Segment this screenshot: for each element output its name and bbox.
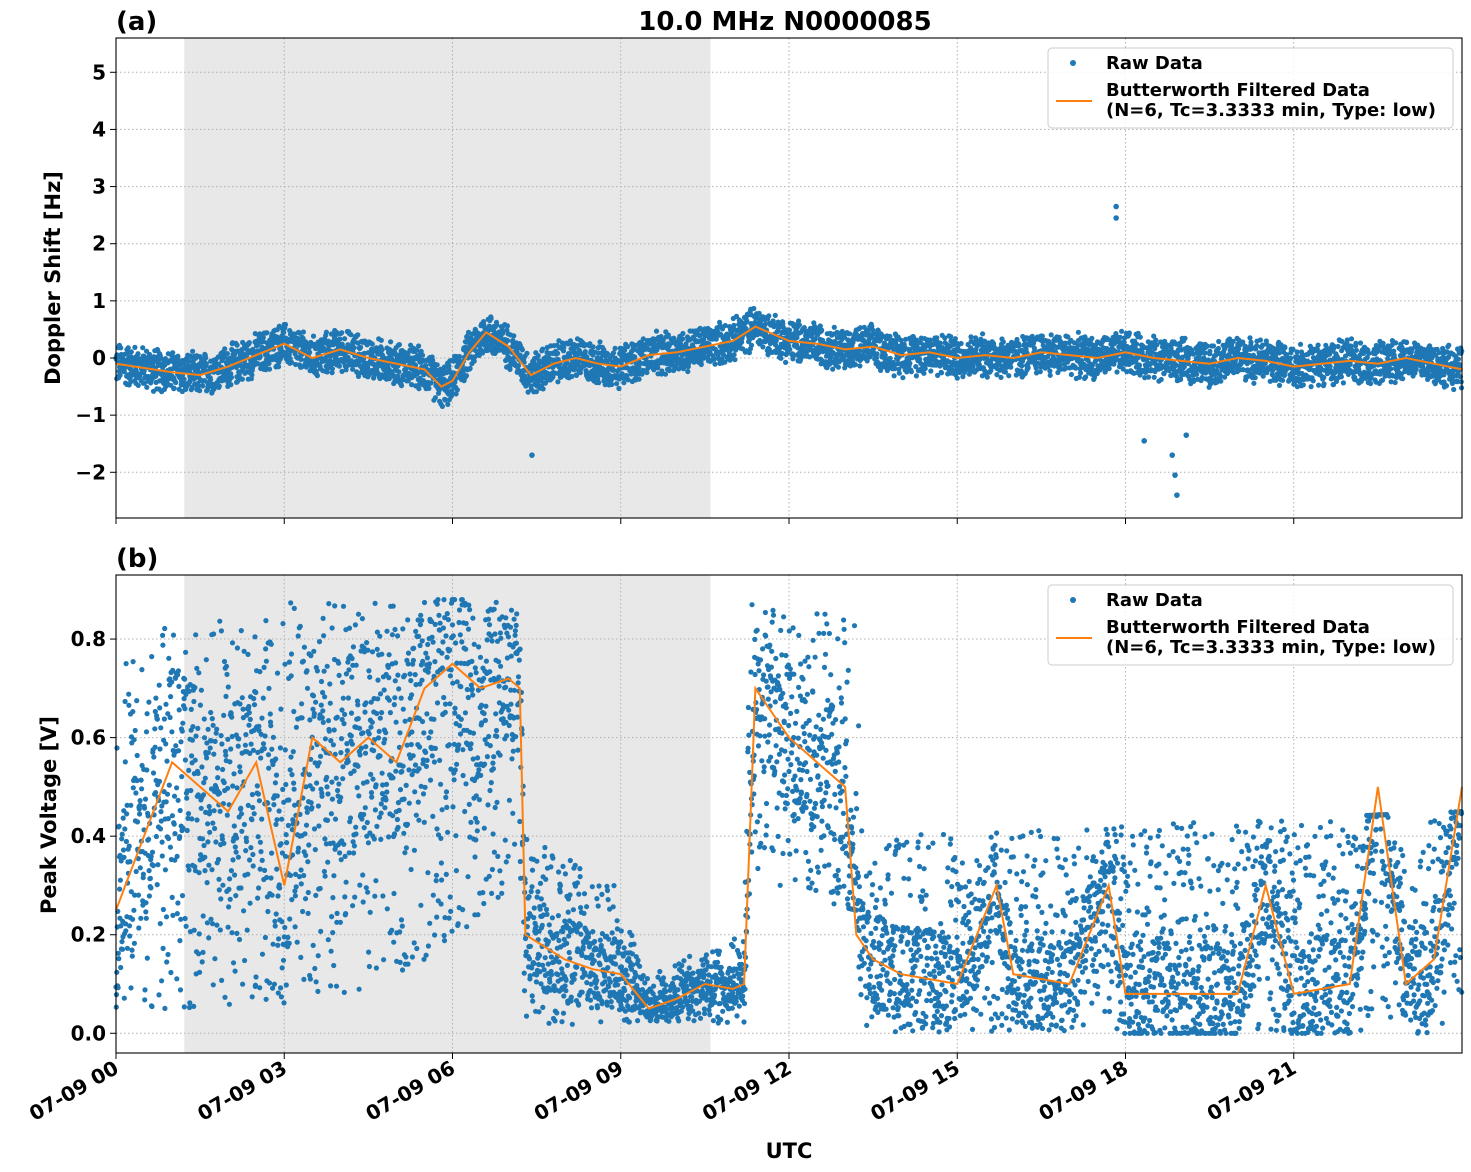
y-tick-label-a-0: −2 xyxy=(75,460,106,484)
outlier-point-6 xyxy=(1183,432,1190,438)
y-tick-label-a-3: 1 xyxy=(92,289,106,313)
y-tick-label-a-7: 5 xyxy=(92,60,106,84)
figure-title: 10.0 MHz N0000085 xyxy=(638,7,931,37)
panel-label-b: (b) xyxy=(116,544,158,574)
outlier-point-1 xyxy=(1113,215,1119,221)
panel-label-a: (a) xyxy=(116,7,157,37)
legend-raw-marker-b xyxy=(1070,597,1076,603)
x-tick-labels: 07-09 00 07-09 03 07-09 06 07-09 09 07-09 12… xyxy=(25,1056,1300,1126)
raw-data-points-b xyxy=(113,597,1465,1036)
legend-filtered-label-b-1: (N=6, Tc=3.3333 min, Type: low) xyxy=(1106,637,1436,658)
outlier-point-0 xyxy=(1113,203,1119,210)
y-tick-label-a-4: 2 xyxy=(92,232,106,256)
x-tick-label-6: 07-09 18 xyxy=(1034,1056,1132,1126)
y-tick-label-a-5: 3 xyxy=(92,175,106,199)
panel-a: −2 −1 0 1 2 3 4 5 Raw Data Butterworth Filtered D… xyxy=(75,37,1465,524)
filtered-line-a xyxy=(115,325,1463,388)
x-axis-label: UTC xyxy=(766,1139,813,1163)
panel-b: 0.0 0.2 0.4 0.6 0.8 Raw Data Butterworth Filte… xyxy=(71,574,1465,1059)
y-tick-label-b-1: 0.2 xyxy=(71,923,106,947)
x-tick-label-0: 07-09 00 xyxy=(25,1056,123,1126)
grid-a xyxy=(115,38,1462,518)
legend-raw-label-a: Raw Data xyxy=(1106,53,1203,74)
y-tick-label-b-0: 0.0 xyxy=(71,1021,106,1045)
night-shading-a xyxy=(184,38,711,518)
outlier-point-5 xyxy=(1174,492,1180,498)
legend-a: Raw Data Butterworth Filtered Data(N=6, T… xyxy=(1047,47,1454,129)
y-axis-label-b: Peak Voltage [V] xyxy=(37,716,61,914)
outlier-point-3 xyxy=(1169,452,1176,458)
legend-raw-marker-a xyxy=(1070,60,1076,66)
y-tick-label-a-6: 4 xyxy=(92,117,106,141)
y-tick-label-a-2: 0 xyxy=(92,346,106,370)
x-tick-label-2: 07-09 06 xyxy=(361,1056,459,1126)
y-axis-label-a: Doppler Shift [Hz] xyxy=(41,171,65,385)
legend-filtered-label-a-1: (N=6, Tc=3.3333 min, Type: low) xyxy=(1106,100,1436,121)
x-tick-label-5: 07-09 15 xyxy=(866,1056,964,1126)
y-tick-label-a-1: −1 xyxy=(75,403,106,427)
outlier-point-7 xyxy=(529,452,535,458)
legend-raw-label-b: Raw Data xyxy=(1106,590,1203,611)
legend-b: Raw Data Butterworth Filtered Data(N=6, T… xyxy=(1047,584,1454,666)
y-tick-label-b-3: 0.6 xyxy=(71,726,106,750)
outlier-point-2 xyxy=(1141,438,1147,444)
legend-filtered-label-a-0: Butterworth Filtered Data xyxy=(1106,80,1370,101)
x-tick-label-7: 07-09 21 xyxy=(1203,1056,1301,1126)
legend-filtered-label-b-0: Butterworth Filtered Data xyxy=(1106,617,1370,638)
outlier-point-4 xyxy=(1172,472,1178,478)
y-tick-label-b-2: 0.4 xyxy=(71,824,106,848)
filtered-line-b xyxy=(115,662,1463,1010)
x-tick-label-1: 07-09 03 xyxy=(193,1056,291,1126)
y-tick-label-b-4: 0.8 xyxy=(71,627,106,651)
x-tick-label-4: 07-09 12 xyxy=(698,1056,796,1126)
x-tick-label-3: 07-09 09 xyxy=(530,1056,628,1126)
